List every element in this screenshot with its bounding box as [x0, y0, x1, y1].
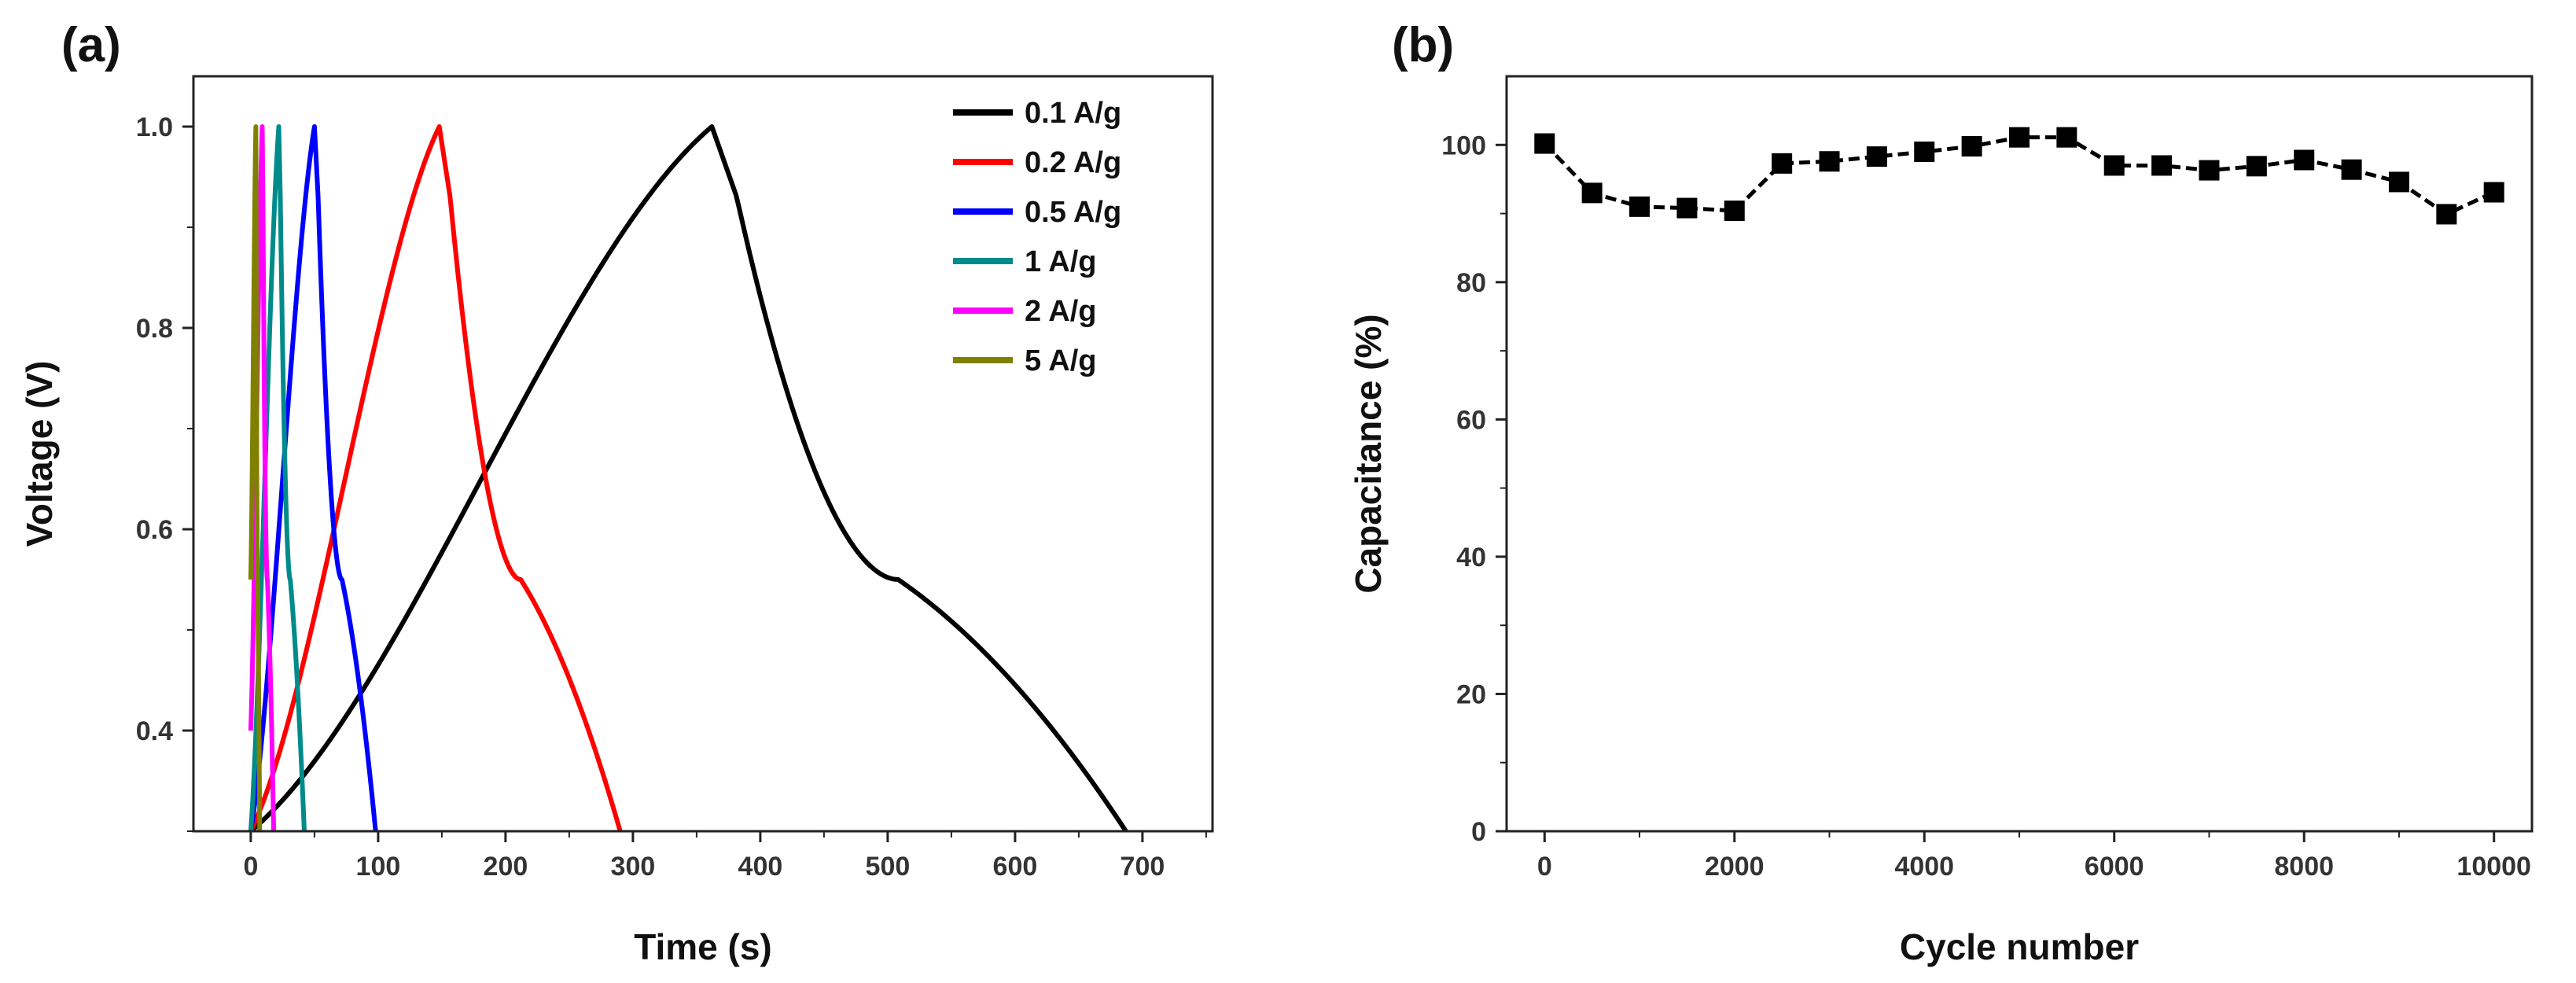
data-point-marker: [1676, 197, 1698, 219]
panel-label-b: (b): [1392, 18, 1454, 72]
data-point-marker: [2483, 182, 2504, 203]
x-tick-label: 400: [738, 852, 783, 882]
x-axis-title-a: Time (s): [634, 926, 772, 967]
y-tick-label: 40: [1456, 543, 1486, 572]
series-line-2-a-g: [248, 124, 277, 831]
panel-a-charge-discharge: (a) 0 100 200 300 400 500 600 700 0.40.60.81.0 …: [19, 18, 1214, 967]
y-axis-ticks-a: 0.4 0.6 0.8 1.0: [136, 112, 193, 832]
x-tick-label: 10000: [2456, 852, 2531, 882]
y-tick-label: 60: [1456, 405, 1486, 435]
x-tick-label: 6000: [2085, 852, 2144, 882]
y-tick-label: 0.8: [136, 314, 173, 344]
y-tick-label: 20: [1456, 679, 1486, 709]
data-point-marker: [2103, 155, 2125, 176]
y-axis-ticks-b: 0 20 40 60 80 100: [1441, 131, 1507, 847]
legend-a: 0.1 A/g 0.2 A/g 0.5 A/g 1 A/g 2 A/g 5 A/g: [953, 97, 1121, 377]
legend-label: 1 A/g: [1025, 245, 1097, 278]
data-point-marker: [2199, 160, 2220, 181]
plot-frame-b: [1505, 75, 2534, 833]
data-point-marker: [2246, 156, 2267, 177]
series-line-0-2-a-g: [248, 124, 623, 831]
data-point-marker: [1961, 136, 1982, 157]
data-point-marker: [2388, 171, 2409, 193]
legend-label: 2 A/g: [1025, 295, 1097, 328]
data-point-marker: [1866, 146, 1887, 168]
curves-group: [248, 124, 1128, 831]
panel-label-a: (a): [61, 18, 121, 72]
retention-series: [1534, 127, 2504, 225]
data-point-marker: [2009, 127, 2030, 148]
y-tick-label: 0.4: [136, 716, 173, 746]
x-tick-label: 300: [611, 852, 656, 882]
x-tick-label: 4000: [1894, 852, 1954, 882]
legend-label: 0.5 A/g: [1025, 196, 1121, 229]
data-point-marker: [2341, 159, 2362, 180]
data-point-marker: [1629, 196, 1650, 217]
x-tick-label: 700: [1121, 852, 1165, 882]
y-tick-label: 0: [1471, 817, 1486, 847]
plot-frame-a: [192, 75, 1214, 833]
series-line-5-a-g: [248, 124, 263, 831]
x-tick-label: 2000: [1705, 852, 1765, 882]
series-line-0-1-a-g: [248, 124, 1128, 831]
x-tick-label: 0: [1537, 852, 1552, 882]
x-tick-label: 100: [356, 852, 401, 882]
data-point-marker: [2294, 149, 2315, 171]
x-axis-title-b: Cycle number: [1900, 926, 2139, 967]
data-point-marker: [1772, 153, 1793, 174]
data-point-marker: [1534, 133, 1555, 154]
data-point-marker: [1914, 142, 1935, 162]
data-point-marker: [1581, 182, 1603, 204]
data-point-marker: [1724, 201, 1745, 222]
x-tick-label: 200: [484, 852, 528, 882]
y-axis-title-a: Voltage (V): [19, 361, 60, 547]
x-axis-ticks-b: 0 2000 4000 6000 8000 10000: [1537, 831, 2531, 882]
x-tick-label: 8000: [2274, 852, 2334, 882]
y-tick-label: 1.0: [136, 112, 173, 142]
legend-label: 5 A/g: [1025, 344, 1097, 377]
legend-label: 0.2 A/g: [1025, 146, 1121, 179]
data-point-marker: [2151, 155, 2173, 176]
y-tick-label: 100: [1441, 131, 1486, 160]
legend-label: 0.1 A/g: [1025, 97, 1121, 130]
panel-b-cycling-stability: (b) 0 2000 4000 6000 8000 10000 020406080100 …: [1348, 18, 2534, 967]
data-point-marker: [2056, 127, 2077, 148]
data-point-marker: [2436, 204, 2457, 225]
x-tick-label: 600: [993, 852, 1038, 882]
series-line-0-5-a-g: [248, 124, 378, 831]
y-tick-label: 0.6: [136, 515, 173, 545]
y-tick-label: 80: [1456, 268, 1486, 298]
y-axis-title-b: Capacitance (%): [1348, 314, 1389, 593]
data-point-marker: [1819, 151, 1840, 172]
x-axis-ticks-a: 0 100 200 300 400 500 600 700: [243, 831, 1207, 882]
x-tick-label: 500: [866, 852, 911, 882]
x-tick-label: 0: [243, 852, 258, 882]
